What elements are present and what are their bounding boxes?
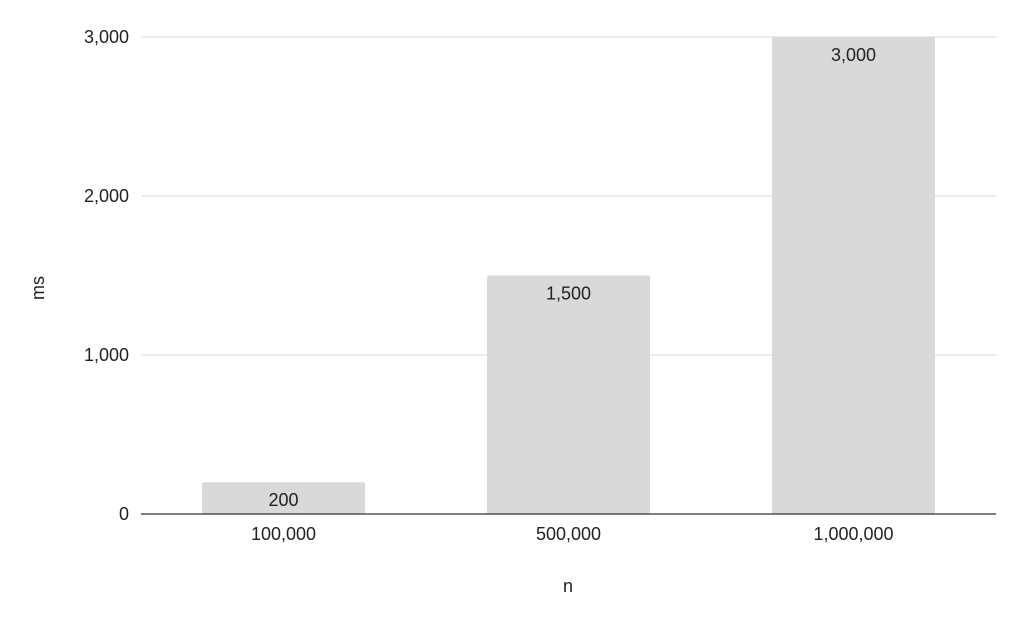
bar: [202, 482, 365, 514]
bars: [202, 37, 935, 514]
x-tick-label: 500,000: [536, 524, 601, 544]
y-tick-label: 2,000: [84, 186, 129, 206]
y-tick-labels: 0 1,000 2,000 3,000: [84, 27, 129, 524]
x-axis-title: n: [563, 576, 573, 596]
x-tick-label: 100,000: [251, 524, 316, 544]
y-tick-label: 3,000: [84, 27, 129, 47]
data-label: 1,500: [546, 284, 591, 304]
y-tick-label: 1,000: [84, 345, 129, 365]
data-label: 200: [268, 490, 298, 510]
x-tick-label: 1,000,000: [813, 524, 893, 544]
data-label: 3,000: [831, 45, 876, 65]
y-tick-label: 0: [119, 504, 129, 524]
data-labels: 200 1,500 3,000: [268, 45, 876, 510]
bar: [772, 37, 935, 514]
bar: [487, 275, 650, 514]
y-axis-title: ms: [28, 276, 48, 300]
x-tick-labels: 100,000 500,000 1,000,000: [251, 524, 894, 544]
